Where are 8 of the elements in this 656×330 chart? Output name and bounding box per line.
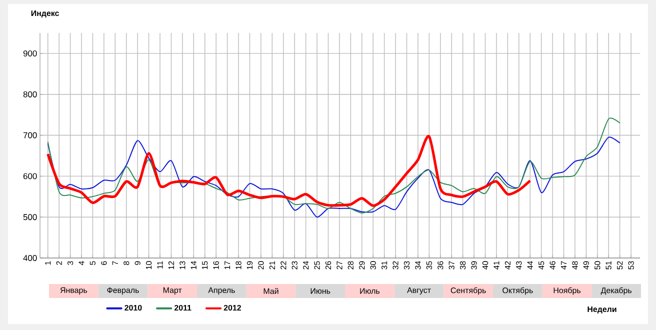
- y-tick-label: 500: [23, 214, 37, 220]
- line-series: [46, 135, 532, 207]
- y-tick-label: 700: [23, 132, 37, 138]
- y-tick-label: 600: [23, 173, 37, 180]
- line-series: [47, 136, 620, 218]
- y-tick-label: 900: [23, 50, 37, 56]
- y-tick-label: 400: [23, 255, 37, 261]
- y-tick-label: 800: [23, 91, 37, 98]
